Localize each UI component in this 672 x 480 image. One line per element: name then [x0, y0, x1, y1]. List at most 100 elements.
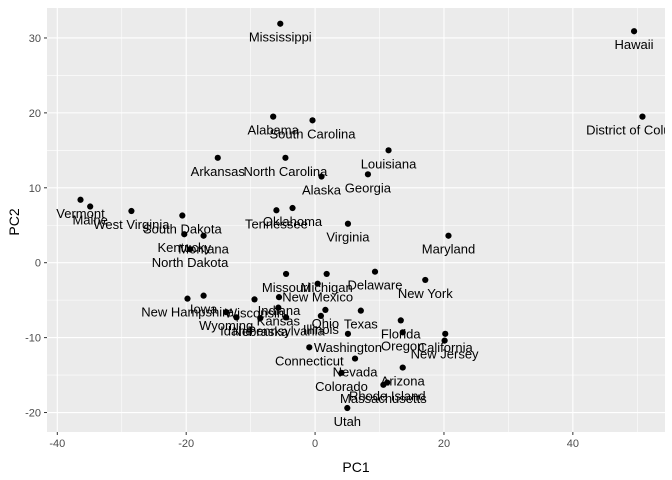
point-label: New Hampshire	[141, 305, 233, 320]
point-label: North Carolina	[244, 164, 329, 179]
y-tick-label: 20	[29, 108, 41, 120]
data-point	[289, 204, 296, 212]
data-point	[422, 276, 429, 284]
data-point	[338, 369, 345, 376]
point-label: North Dakota	[152, 255, 229, 270]
y-tick-label: -20	[25, 408, 41, 420]
data-point	[384, 379, 391, 386]
x-tick-label: -20	[178, 438, 194, 450]
point-label: Indiana	[258, 303, 301, 318]
point-label: Arizona	[381, 374, 426, 389]
data-point	[282, 154, 289, 161]
x-axis-ticks: -40 -20 0 20 40	[49, 432, 579, 450]
data-point	[200, 292, 207, 299]
point-label: Oklahoma	[263, 214, 323, 229]
minor-gridlines	[47, 8, 665, 432]
x-tick-label: -40	[49, 438, 65, 450]
data-point	[273, 207, 280, 214]
y-tick-label: 0	[35, 258, 41, 270]
data-point	[257, 315, 264, 322]
point-label: Iowa	[190, 302, 218, 317]
data-point	[317, 312, 324, 319]
point-label: Washington	[314, 340, 382, 355]
point-label: Alaska	[302, 183, 342, 198]
point-label: Colorado	[315, 379, 368, 394]
data-point	[275, 304, 282, 311]
point-label: Florida	[381, 326, 422, 341]
data-point	[251, 296, 258, 303]
data-point	[351, 355, 359, 362]
point-label: Wyoming	[199, 318, 253, 333]
x-tick-label: 20	[438, 438, 450, 450]
data-point	[323, 270, 330, 278]
point-label: New Mexico	[282, 290, 353, 305]
point-label: Hawaii	[615, 37, 654, 52]
data-point	[200, 232, 207, 239]
point-label: Georgia	[345, 180, 392, 195]
point-label: Missouri	[262, 280, 311, 295]
data-point	[397, 317, 404, 324]
point-label: Oregon	[381, 338, 424, 353]
point-label: Nebraska	[232, 324, 288, 339]
point-label: Kentucky	[158, 240, 212, 255]
data-point	[179, 212, 186, 219]
data-point	[344, 404, 351, 412]
x-axis-title: PC1	[342, 459, 369, 475]
data-point	[275, 294, 283, 301]
data-point	[441, 337, 448, 344]
point-label: Virginia	[326, 230, 370, 245]
data-point	[282, 270, 290, 278]
data-point	[399, 329, 406, 336]
point-label: Illinois	[303, 322, 340, 337]
data-point	[277, 20, 284, 27]
point-label: Mississippi	[249, 30, 312, 45]
point-label: New Jersey	[411, 347, 479, 362]
data-point	[214, 154, 221, 161]
y-tick-label: -10	[25, 333, 41, 345]
y-tick-label: 10	[29, 183, 41, 195]
y-axis-title: PC2	[6, 208, 22, 235]
point-label: Utah	[334, 414, 361, 429]
y-axis-ticks: -20 -10 0 10 20 30	[25, 33, 47, 420]
point-label: Montana	[178, 242, 229, 257]
point-label: Vermont	[56, 206, 105, 221]
data-point	[282, 314, 290, 321]
data-point	[306, 344, 313, 351]
point-label: South Dakota	[143, 222, 223, 237]
point-label: Michigan	[301, 280, 353, 295]
x-tick-label: 40	[567, 438, 579, 450]
data-point	[344, 220, 352, 227]
point-label: Nevada	[333, 365, 379, 380]
point-label: Idaho	[220, 323, 253, 338]
point-label: Maine	[72, 213, 107, 228]
data-point	[364, 171, 372, 178]
point-label: South Carolina	[270, 126, 357, 141]
major-gridlines	[47, 8, 665, 432]
data-point	[181, 231, 188, 238]
point-label: Delaware	[348, 278, 403, 293]
data-point	[309, 117, 316, 124]
data-point	[128, 207, 135, 215]
point-label: Connecticut	[275, 353, 344, 368]
data-point	[442, 330, 449, 337]
data-point	[233, 314, 240, 321]
data-points	[77, 20, 646, 412]
point-label: California	[418, 340, 474, 355]
data-point	[184, 295, 191, 302]
data-point	[318, 173, 325, 180]
point-label: Arkansas	[191, 164, 246, 179]
point-label: Kansas	[257, 314, 301, 329]
data-point	[399, 364, 406, 371]
point-label: Massachusetts	[340, 391, 427, 406]
data-point	[445, 232, 452, 239]
point-label: District of Columbia	[586, 123, 672, 138]
data-point	[87, 203, 94, 210]
data-point	[77, 196, 84, 203]
data-point	[322, 306, 329, 313]
point-label: Texas	[344, 317, 378, 332]
point-label: Rhode Island	[349, 389, 426, 404]
data-point	[270, 113, 277, 120]
data-point	[630, 28, 638, 35]
point-label: Pennsylvania	[247, 323, 325, 338]
